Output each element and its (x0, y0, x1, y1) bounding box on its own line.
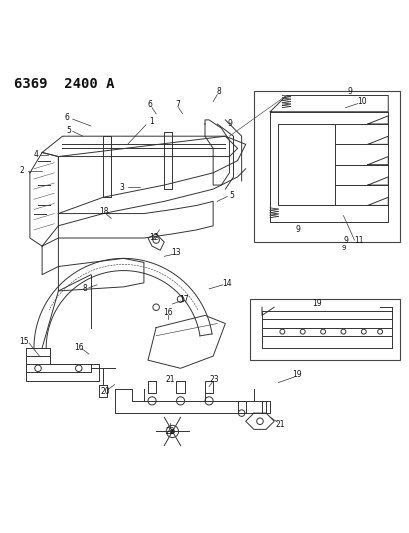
Text: 6: 6 (64, 114, 69, 123)
Text: 17: 17 (179, 295, 188, 304)
Text: 1: 1 (149, 117, 154, 126)
Text: 21: 21 (165, 375, 175, 384)
Text: 6: 6 (147, 100, 152, 109)
Text: 8: 8 (216, 87, 221, 96)
Text: 5: 5 (229, 191, 234, 200)
Text: 8: 8 (82, 285, 87, 293)
Text: 9: 9 (227, 119, 232, 128)
Text: 2: 2 (19, 166, 24, 175)
Text: 16: 16 (162, 308, 172, 317)
Text: 22: 22 (165, 427, 175, 436)
Text: 4: 4 (34, 150, 38, 159)
Text: 12: 12 (149, 233, 158, 241)
Text: 3: 3 (119, 183, 124, 191)
Text: 15: 15 (19, 337, 29, 346)
Text: 13: 13 (171, 248, 181, 257)
Text: 6369  2400 A: 6369 2400 A (13, 77, 114, 91)
Text: 7: 7 (175, 100, 180, 109)
Text: 9: 9 (295, 225, 299, 235)
Text: 18: 18 (99, 207, 108, 216)
Text: 21: 21 (275, 420, 284, 429)
Text: 23: 23 (209, 375, 218, 384)
Text: 5: 5 (66, 126, 71, 134)
Text: 10: 10 (356, 97, 366, 106)
Text: 9: 9 (342, 236, 347, 245)
FancyBboxPatch shape (253, 91, 400, 242)
Text: 9: 9 (346, 87, 351, 96)
Text: 19: 19 (291, 370, 301, 379)
Text: 16: 16 (74, 343, 83, 352)
Text: 9: 9 (340, 245, 345, 251)
Text: 19: 19 (311, 298, 321, 308)
Text: 14: 14 (222, 279, 231, 288)
Text: 20: 20 (100, 387, 110, 396)
FancyBboxPatch shape (249, 299, 400, 360)
Circle shape (170, 430, 174, 433)
Text: 11: 11 (353, 236, 363, 245)
